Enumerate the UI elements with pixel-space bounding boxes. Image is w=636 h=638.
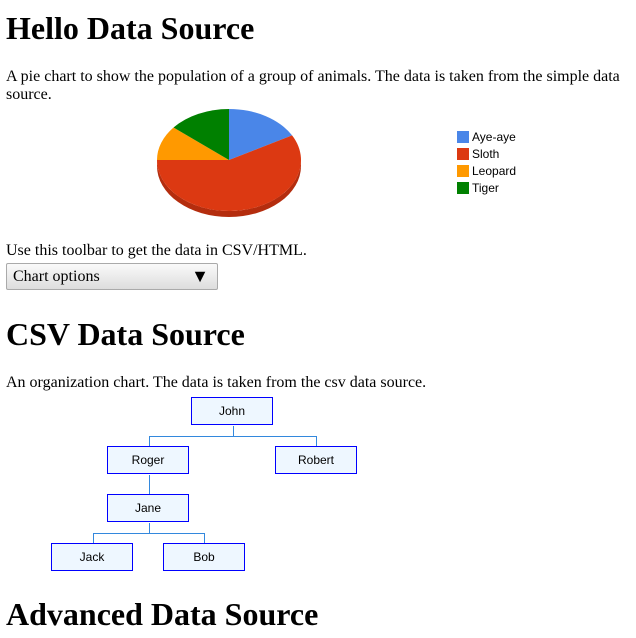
legend-swatch — [457, 164, 469, 177]
org-node[interactable]: Robert — [275, 446, 357, 474]
legend-swatch — [457, 147, 469, 160]
legend-swatch — [457, 181, 469, 194]
dropdown-label: Chart options — [13, 268, 100, 285]
pie-slice-leopard[interactable] — [157, 127, 229, 160]
section-title: CSV Data Source — [6, 316, 245, 352]
legend-item[interactable]: Tiger — [457, 179, 516, 196]
pie-slice-aye-aye[interactable] — [229, 109, 293, 160]
section-description: A pie chart to show the population of a … — [6, 68, 620, 103]
pie-chart — [157, 109, 302, 217]
legend-item[interactable]: Leopard — [457, 162, 516, 179]
chart-options-dropdown[interactable]: Chart options ▼ — [6, 263, 218, 290]
legend-label: Leopard — [472, 163, 517, 178]
legend-swatch — [457, 130, 469, 143]
org-node[interactable]: Jack — [51, 543, 133, 571]
pie-slice-tiger[interactable] — [173, 109, 229, 160]
legend-item[interactable]: Sloth — [457, 145, 516, 162]
section-title: Advanced Data Source — [6, 596, 319, 632]
org-node[interactable]: Roger — [107, 446, 189, 474]
org-node[interactable]: John — [191, 397, 273, 425]
chart-legend: Aye-aye Sloth Leopard Tiger — [457, 128, 516, 196]
section-description: An organization chart. The data is taken… — [6, 374, 427, 391]
org-node[interactable]: Bob — [163, 543, 245, 571]
section-title: Hello Data Source — [6, 10, 255, 46]
dropdown-arrow-icon: ▼ — [191, 266, 209, 286]
pie-slice-sloth[interactable] — [157, 135, 302, 211]
legend-label: Sloth — [472, 146, 500, 161]
legend-item[interactable]: Aye-aye — [457, 128, 516, 145]
legend-label: Aye-aye — [472, 129, 516, 144]
org-node[interactable]: Jane — [107, 494, 189, 522]
legend-label: Tiger — [472, 180, 499, 195]
toolbar-text: Use this toolbar to get the data in CSV/… — [6, 242, 307, 259]
